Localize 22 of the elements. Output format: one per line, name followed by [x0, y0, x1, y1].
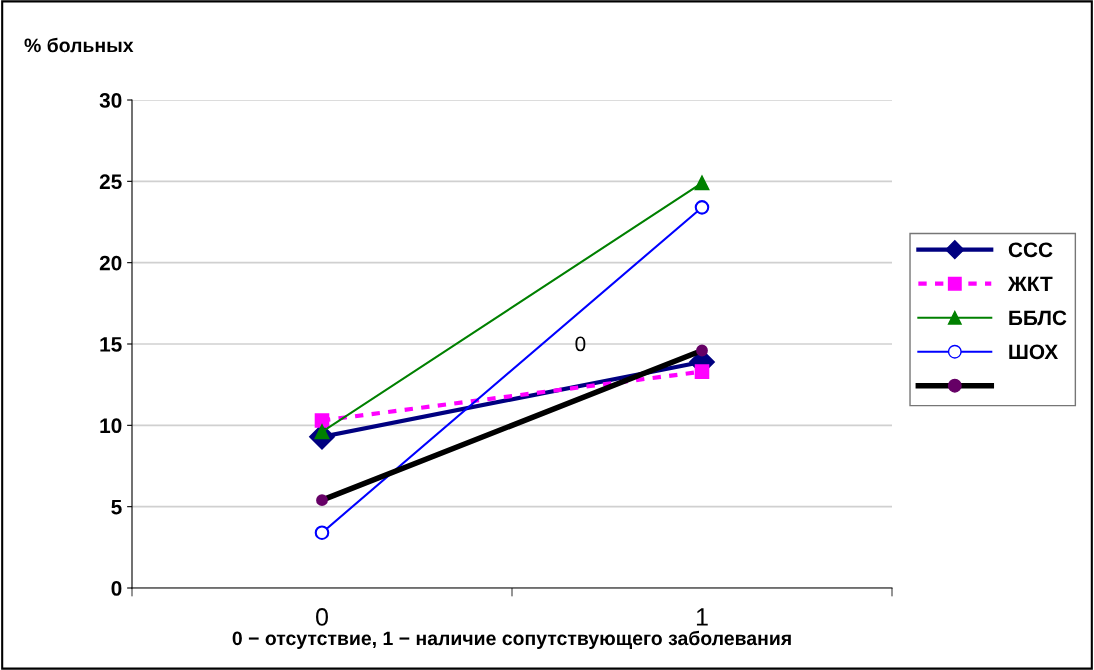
y-tick-label: 10 — [100, 418, 122, 434]
point — [314, 525, 330, 540]
legend-label: ЖКТ — [1007, 276, 1053, 291]
y-tick-label: 25 — [99, 174, 122, 190]
x-tick-label: 1 — [696, 608, 708, 626]
annotation: 0 — [575, 336, 586, 352]
point — [694, 200, 710, 215]
y-tick-label: 20 — [99, 255, 122, 271]
x-axis-title: 0 − отсутствие, 1 − наличие сопутствующего заболевания — [232, 630, 791, 650]
y-tick-label: 30 — [99, 93, 122, 108]
point — [694, 364, 710, 379]
point — [696, 344, 708, 357]
legend-label: ШОХ — [1009, 344, 1059, 360]
point — [314, 413, 330, 428]
y-tick-label: 5 — [111, 499, 122, 515]
point — [316, 494, 328, 507]
y-axis-title: % больных — [24, 37, 134, 53]
legend-label: ББЛС — [1009, 310, 1067, 326]
y-tick-label: 0 — [111, 581, 122, 596]
legend-label: ССС — [1008, 242, 1053, 258]
point — [694, 175, 710, 191]
y-tick-label: 15 — [100, 337, 122, 352]
